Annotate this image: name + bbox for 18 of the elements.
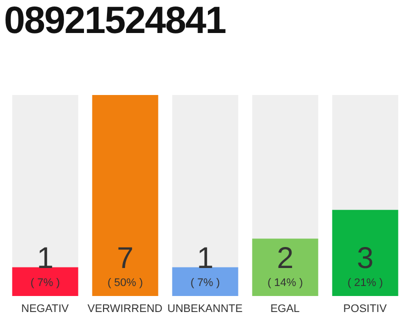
data-label: 3: [356, 242, 374, 275]
annotation: ( 7% ): [30, 277, 60, 289]
annotation: ( 7% ): [190, 277, 220, 289]
annotation: ( 21% ): [347, 277, 383, 289]
bar: [172, 267, 238, 296]
data-label: 2: [276, 242, 294, 275]
x-tick-label: UNBEKANNTE: [167, 302, 243, 315]
annotation: ( 50% ): [107, 277, 143, 289]
annotation: ( 14% ): [267, 277, 303, 289]
x-tick-label: EGAL: [270, 302, 300, 315]
x-tick-label: POSITIV: [343, 302, 388, 315]
bar: [12, 267, 78, 296]
x-tick-label: VERWIRREND: [88, 302, 163, 315]
x-tick-label: NEGATIV: [21, 302, 70, 315]
data-label: 1: [196, 242, 214, 275]
data-label: 7: [116, 242, 134, 275]
data-label: 1: [36, 242, 54, 275]
chart-title: 08921524841: [4, 0, 226, 43]
